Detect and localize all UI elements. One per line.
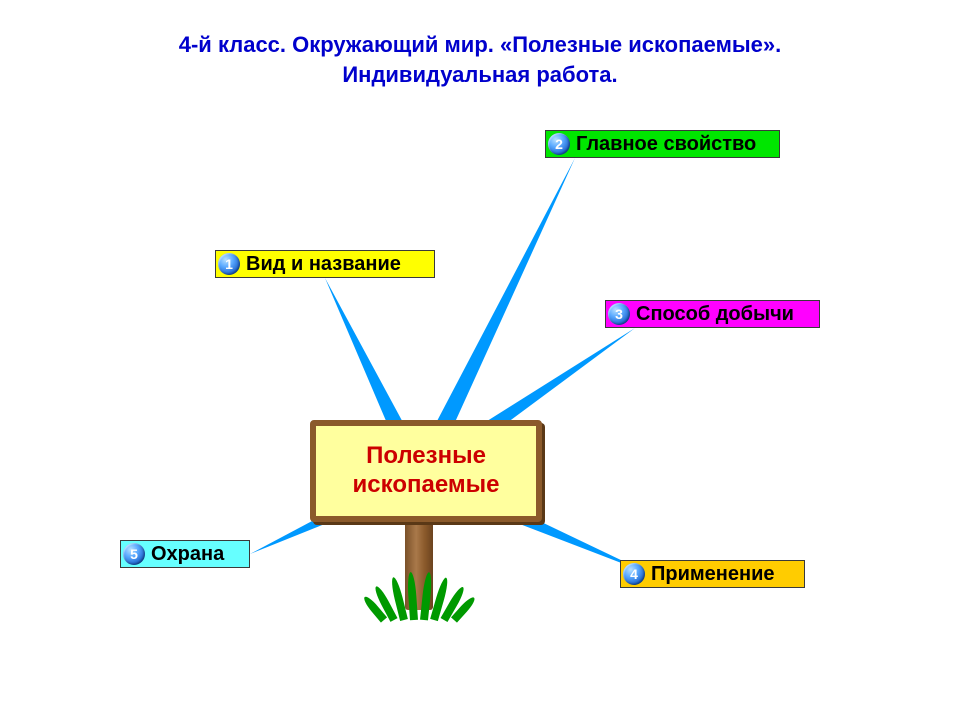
node-badge-5: 5 <box>123 543 145 565</box>
diagram-canvas: 4-й класс. Окружающий мир. «Полезные иск… <box>0 0 960 720</box>
center-sign-board: Полезные ископаемые <box>310 420 542 522</box>
center-sign-text: Полезные ископаемые <box>353 442 500 500</box>
node-2[interactable]: 2 Главное свойство <box>545 130 780 158</box>
node-badge-2: 2 <box>548 133 570 155</box>
node-badge-4: 4 <box>623 563 645 585</box>
node-4[interactable]: 4 Применение <box>620 560 805 588</box>
node-label-5: Охрана <box>151 543 224 566</box>
node-label-3: Способ добычи <box>636 303 794 326</box>
node-5[interactable]: 5 Охрана <box>120 540 250 568</box>
node-badge-1: 1 <box>218 253 240 275</box>
node-label-4: Применение <box>651 563 775 586</box>
node-label-1: Вид и название <box>246 253 401 276</box>
node-3[interactable]: 3 Способ добычи <box>605 300 820 328</box>
grass-tuft <box>369 570 469 620</box>
title-line-1: 4-й класс. Окружающий мир. «Полезные иск… <box>179 32 782 57</box>
page-title: 4-й класс. Окружающий мир. «Полезные иск… <box>0 30 960 89</box>
center-line-2: ископаемые <box>353 471 500 498</box>
title-line-2: Индивидуальная работа. <box>342 62 617 87</box>
connector-rays <box>0 0 960 720</box>
node-label-2: Главное свойство <box>576 133 756 156</box>
node-badge-3: 3 <box>608 303 630 325</box>
center-line-1: Полезные <box>366 442 486 469</box>
node-1[interactable]: 1 Вид и название <box>215 250 435 278</box>
